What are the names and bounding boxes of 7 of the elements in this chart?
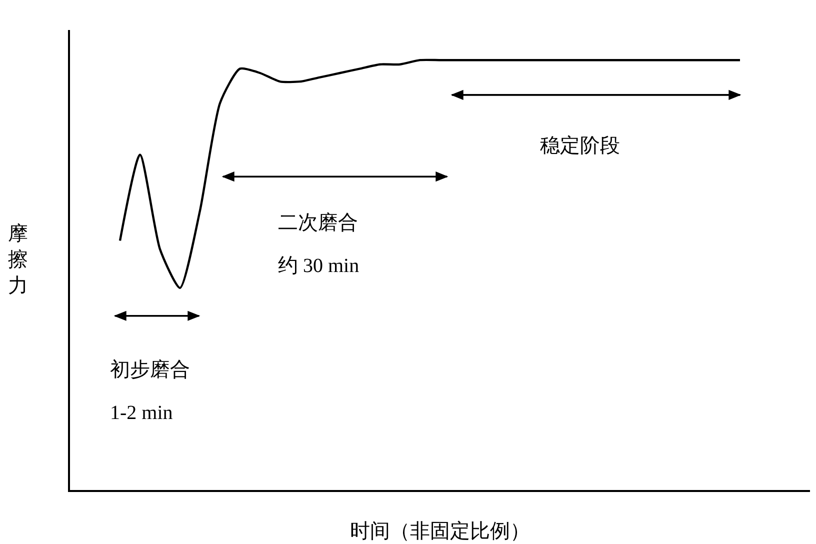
x-axis-title: 时间（非固定比例） — [350, 520, 530, 542]
annotation: 稳定阶段 — [540, 135, 620, 157]
annotation: 二次磨合 — [278, 212, 358, 234]
annotation: 初步磨合 — [110, 359, 190, 381]
y-axis-title: 摩擦力 — [8, 223, 28, 297]
annotation: 1-2 min — [110, 402, 173, 424]
annotation: 约 30 min — [278, 255, 360, 277]
